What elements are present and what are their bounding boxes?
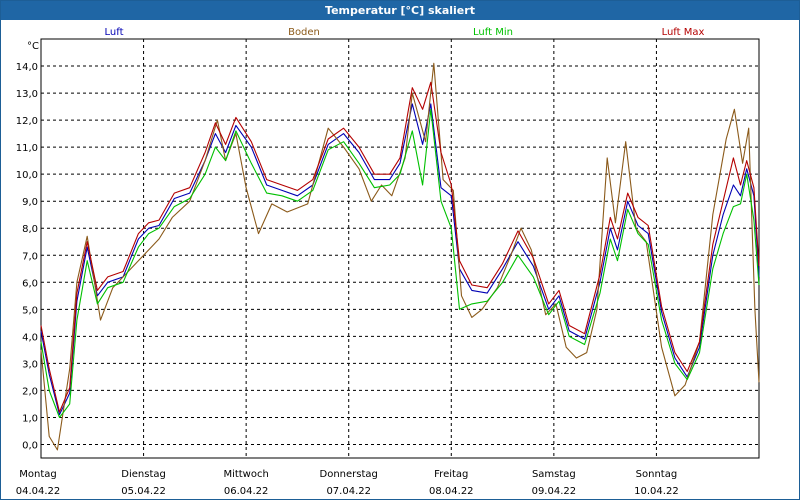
series-line-luft-max — [40, 81, 760, 413]
grid-layer — [41, 39, 759, 458]
series-layer — [40, 62, 760, 451]
y-tick-label: 0,0 — [22, 440, 38, 451]
x-tick-day-label: Donnerstag — [320, 469, 378, 480]
legend-entry: Luft Max — [662, 27, 705, 38]
x-tick-date-label: 04.04.22 — [16, 486, 61, 497]
x-tick-date-label: 09.04.22 — [532, 486, 577, 497]
x-tick-day-label: Dienstag — [121, 469, 166, 480]
y-axis-label: °C — [27, 41, 39, 52]
series-line-luft-min — [40, 108, 760, 419]
y-tick-label: 4,0 — [22, 332, 38, 343]
x-tick-date-label: 07.04.22 — [326, 486, 371, 497]
y-tick-label: 13,0 — [16, 89, 38, 100]
legend-layer: Luft Boden Luft Min Luft Max — [105, 27, 705, 38]
chart-title: Temperatur [°C] skaliert — [1, 1, 799, 20]
x-tick-date-label: 06.04.22 — [224, 486, 269, 497]
y-tick-label: 8,0 — [22, 224, 38, 235]
legend-entry: Luft Min — [473, 27, 513, 38]
y-tick-label: 10,0 — [16, 170, 38, 181]
series-line-boden — [40, 62, 760, 451]
x-tick-day-label: Freitag — [434, 469, 468, 480]
x-tick-day-label: Mittwoch — [223, 469, 268, 480]
series-line-luft — [40, 103, 760, 416]
x-tick-day-label: Sonntag — [636, 469, 678, 480]
y-tick-label: 11,0 — [16, 143, 38, 154]
legend-entry: Boden — [288, 27, 320, 38]
x-tick-day-label: Samstag — [532, 469, 576, 480]
y-tick-label: 3,0 — [22, 359, 38, 370]
y-tick-label: 7,0 — [22, 251, 38, 262]
y-tick-label: 14,0 — [16, 62, 38, 73]
y-tick-label: 1,0 — [22, 413, 38, 424]
x-tick-date-label: 05.04.22 — [121, 486, 166, 497]
y-tick-label: 5,0 — [22, 305, 38, 316]
y-tick-label: 2,0 — [22, 386, 38, 397]
y-tick-label: 6,0 — [22, 278, 38, 289]
legend-entry: Luft — [105, 27, 124, 38]
y-tick-label: 9,0 — [22, 197, 38, 208]
axes-layer: 0,0 1,0 2,0 3,0 4,0 5,0 6,0 7,0 8,0 9,0 10,0 11,0 12… — [16, 38, 760, 497]
y-tick-label: 12,0 — [16, 116, 38, 127]
plot-area — [40, 38, 760, 459]
x-tick-date-label: 10.04.22 — [634, 486, 679, 497]
x-tick-date-label: 08.04.22 — [429, 486, 474, 497]
x-tick-day-label: Montag — [19, 469, 56, 480]
